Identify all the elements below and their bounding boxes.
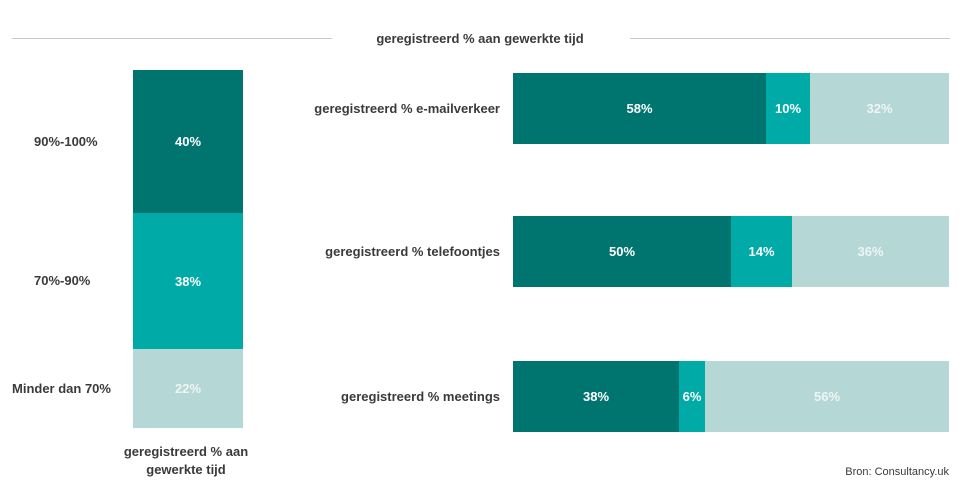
bar-category-label: geregistreerd % meetings bbox=[341, 388, 500, 404]
bar-value-label: 50% bbox=[608, 244, 636, 259]
bar-segment: 36% bbox=[792, 216, 949, 287]
bar-segment: 56% bbox=[705, 361, 949, 432]
bar-category-label: geregistreerd % e-mailverkeer bbox=[314, 100, 500, 116]
bar-value-label: 58% bbox=[626, 101, 653, 116]
bar-value-label: 56% bbox=[813, 389, 841, 404]
column-category-label: Minder dan 70% bbox=[12, 380, 111, 396]
bar-segment: 58% bbox=[513, 73, 766, 144]
bar-value-label: 10% bbox=[774, 101, 802, 116]
header-rule-left bbox=[12, 38, 332, 39]
chart-title: geregistreerd % aan gewerkte tijd bbox=[376, 31, 584, 46]
bar-value-label: 14% bbox=[748, 244, 775, 259]
column-value-label: 22% bbox=[174, 381, 202, 396]
bar-value-label: 6% bbox=[682, 389, 702, 404]
bar-value-label: 38% bbox=[582, 389, 610, 404]
column-value-label: 40% bbox=[174, 134, 202, 149]
bar-segment: 6% bbox=[679, 361, 705, 432]
column-category-label: 70%-90% bbox=[34, 273, 91, 288]
bar-value-label: 32% bbox=[866, 101, 893, 116]
bar-category-label: geregistreerd % telefoontjes bbox=[325, 243, 500, 259]
column-value-label: 38% bbox=[174, 273, 202, 289]
header-rule-right bbox=[630, 38, 950, 39]
column-segment: 22% bbox=[133, 349, 243, 428]
bar-segment: 50% bbox=[513, 216, 731, 287]
bar-segment: 10% bbox=[766, 73, 810, 144]
bar-segment: 14% bbox=[731, 216, 792, 287]
source-note: Bron: Consultancy.uk bbox=[845, 466, 949, 478]
bar-value-label: 36% bbox=[857, 244, 884, 259]
column-category-label: 90%-100% bbox=[34, 133, 98, 149]
column-axis-label: geregistreerd % aan gewerkte tijd bbox=[123, 444, 249, 477]
bar-segment: 32% bbox=[810, 73, 949, 144]
bar-segment: 38% bbox=[513, 361, 679, 432]
column-segment: 38% bbox=[133, 213, 243, 349]
column-segment: 40% bbox=[133, 70, 243, 213]
